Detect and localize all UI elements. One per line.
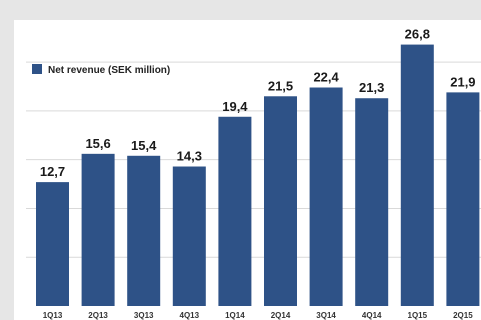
legend: Net revenue (SEK million) [32,64,170,76]
x-tick-1Q14: 1Q14 [225,311,245,320]
data-label-3Q13: 15,4 [131,138,157,153]
data-label-1Q15: 26,8 [405,27,430,42]
x-tick-3Q14: 3Q14 [316,311,336,320]
x-tick-4Q14: 4Q14 [362,311,382,320]
legend-swatch [32,64,42,74]
bar-3Q13 [127,155,161,306]
data-label-3Q14: 22,4 [313,70,339,85]
legend-label: Net revenue (SEK million) [48,65,170,76]
x-tick-1Q15: 1Q15 [408,311,428,320]
bars [36,44,480,307]
bar-1Q15 [400,44,434,306]
bar-4Q14 [355,98,389,306]
bar-1Q13 [36,182,69,306]
data-label-4Q14: 21,3 [359,80,384,95]
data-labels: 12,7 15,6 15,4 14,3 19,4 21,5 22,4 21,3 26,8 21,9 [40,27,476,180]
x-tick-3Q13: 3Q13 [134,311,154,320]
data-label-4Q13: 14,3 [177,149,202,164]
bar-2Q13 [81,153,115,306]
bar-2Q14 [264,96,297,306]
bar-2Q15 [446,92,480,307]
data-label-1Q14: 19,4 [222,99,248,114]
bar-chart: Net revenue (SEK million) 12,7 15,6 15,4 14… [26,27,481,320]
x-tick-2Q14: 2Q14 [271,311,291,320]
bar-1Q14 [218,116,252,306]
x-tick-4Q13: 4Q13 [180,311,200,320]
x-tick-1Q13: 1Q13 [43,311,63,320]
data-label-2Q15: 21,9 [450,74,475,89]
x-axis-ticks: 1Q13 2Q13 3Q13 4Q13 1Q14 2Q14 3Q14 4Q14 1Q15 2Q15 [43,311,474,320]
data-label-2Q14: 21,5 [268,78,293,93]
bar-3Q14 [309,87,343,306]
chart-panel: Net revenue (SEK million) 12,7 15,6 15,4 14… [14,20,481,320]
bar-4Q13 [172,166,206,306]
x-tick-2Q13: 2Q13 [88,311,108,320]
x-tick-2Q15: 2Q15 [453,311,473,320]
data-label-1Q13: 12,7 [40,164,65,179]
data-label-2Q13: 15,6 [85,136,110,151]
